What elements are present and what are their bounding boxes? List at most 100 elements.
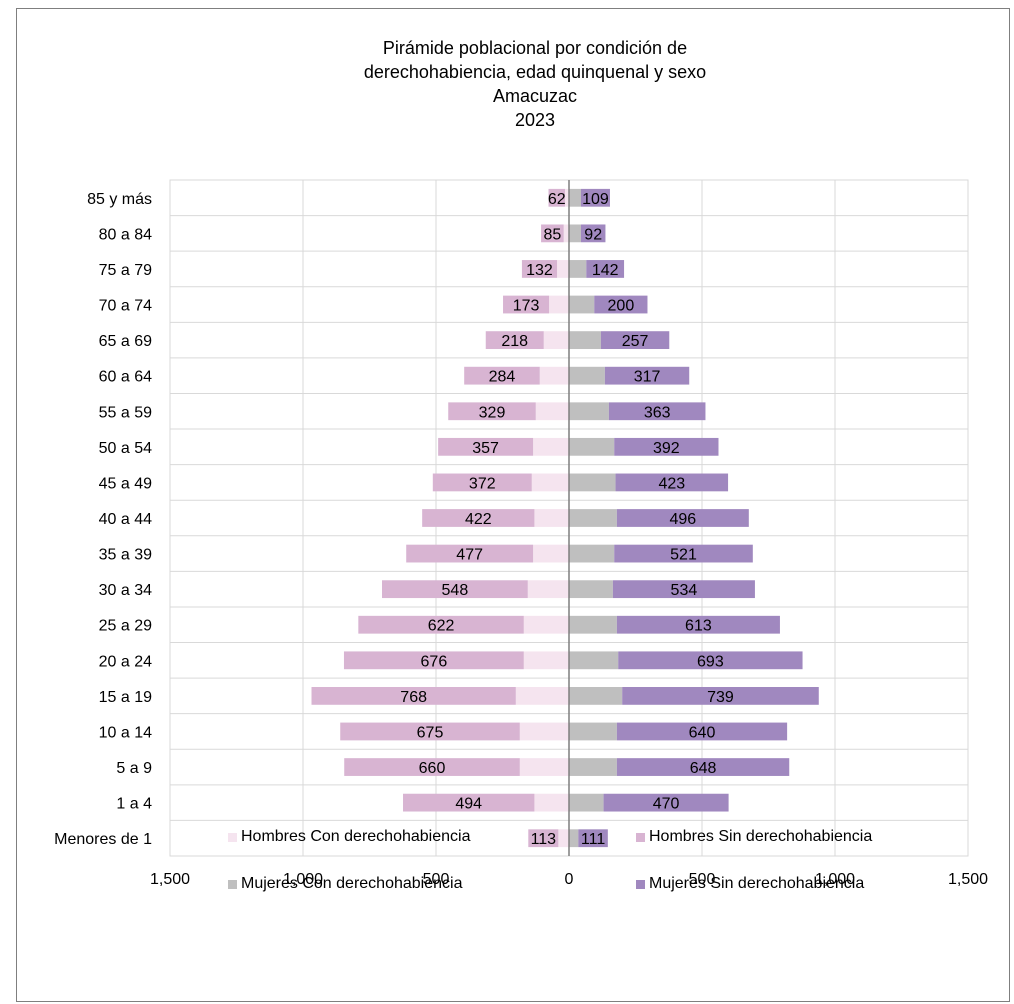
bar-hombres-con: [565, 188, 569, 207]
bar-hombres-con: [531, 473, 569, 492]
data-label-hombres-sin: 284: [489, 369, 516, 386]
y-tick-label: 70 a 74: [99, 298, 152, 315]
bar-mujeres-sin: [614, 437, 719, 456]
legend-label: Mujeres Sin derechohabiencia: [649, 875, 865, 892]
bar-mujeres-sin: [622, 687, 819, 705]
legend-swatch: [636, 832, 645, 842]
legend-swatch: [228, 832, 237, 842]
y-tick-label: 85 y más: [87, 191, 152, 208]
data-label-mujeres-sin: 392: [653, 440, 680, 457]
x-tick-label: 1,500: [948, 871, 988, 888]
bar-mujeres-con: [569, 260, 587, 278]
bar-mujeres-sin: [616, 615, 780, 634]
y-tick-label: 15 a 19: [99, 689, 152, 706]
bar-mujeres-sin: [578, 829, 608, 848]
data-label-mujeres-sin: 142: [592, 262, 619, 279]
data-label-hombres-sin: 218: [501, 333, 528, 350]
x-tick-label: 1,500: [150, 871, 190, 888]
bar-mujeres-sin: [586, 260, 625, 278]
y-tick-label: 50 a 54: [99, 440, 152, 457]
bar-hombres-con: [515, 687, 569, 705]
y-tick-label: 60 a 64: [99, 369, 152, 386]
data-label-mujeres-sin: 521: [670, 547, 697, 564]
x-tick-label: 0: [565, 871, 574, 888]
bar-hombres-con: [549, 295, 569, 314]
data-label-hombres-sin: 422: [465, 511, 492, 528]
bar-hombres-sin: [422, 509, 535, 527]
bar-mujeres-con: [569, 829, 579, 848]
bar-mujeres-con: [569, 758, 617, 776]
bar-hombres-con: [534, 793, 569, 812]
data-label-mujeres-sin: 470: [653, 796, 680, 813]
data-label-mujeres-sin: 693: [697, 653, 724, 670]
data-label-mujeres-sin: 496: [669, 511, 696, 528]
data-label-hombres-sin: 372: [469, 475, 496, 492]
bar-mujeres-con: [569, 366, 605, 385]
bar-hombres-con: [534, 509, 569, 527]
data-label-hombres-sin: 62: [548, 191, 566, 208]
bar-mujeres-con: [569, 615, 617, 634]
x-tick-label: 500: [689, 871, 716, 888]
bar-hombres-con: [519, 758, 569, 776]
bar-hombres-sin: [311, 687, 516, 705]
chart-title-line-3: Amacuzac: [492, 86, 578, 106]
y-tick-label: 45 a 49: [99, 475, 152, 492]
bar-mujeres-con: [569, 580, 613, 599]
bar-mujeres-con: [569, 687, 623, 705]
legend-item-hombres-con: Hombres Con derechohabiencia: [228, 828, 470, 846]
y-tick-label: 25 a 29: [99, 618, 152, 635]
bar-mujeres-sin: [615, 473, 729, 492]
bar-hombres-sin: [528, 829, 559, 848]
bar-hombres-sin: [464, 366, 540, 385]
legend-label: Hombres Sin derechohabiencia: [649, 828, 873, 845]
y-tick-label: 1 a 4: [116, 796, 152, 813]
bar-hombres-con: [539, 366, 569, 385]
bar-hombres-con: [535, 402, 569, 421]
y-tick-label: 5 a 9: [116, 760, 152, 777]
data-label-mujeres-sin: 92: [584, 226, 602, 243]
data-label-mujeres-sin: 648: [690, 760, 717, 777]
chart-frame: [16, 8, 1010, 1002]
y-tick-label: 80 a 84: [99, 226, 152, 243]
y-tick-label: 65 a 69: [99, 333, 152, 350]
bar-mujeres-con: [569, 722, 617, 741]
data-label-mujeres-sin: 423: [658, 475, 685, 492]
bar-mujeres-sin: [608, 402, 706, 421]
data-label-hombres-sin: 676: [421, 653, 448, 670]
y-tick-label: 10 a 14: [99, 724, 152, 741]
bar-hombres-sin: [521, 260, 558, 278]
chart-title: Pirámide poblacional por condición de de…: [0, 36, 1014, 132]
bar-mujeres-sin: [580, 224, 606, 243]
bar-hombres-sin: [344, 758, 520, 776]
data-label-hombres-sin: 660: [419, 760, 446, 777]
bar-hombres-con: [533, 437, 569, 456]
bar-mujeres-sin: [600, 331, 670, 349]
data-label-mujeres-sin: 200: [608, 298, 635, 315]
data-label-mujeres-sin: 739: [707, 689, 734, 706]
data-label-hombres-sin: 548: [442, 582, 469, 599]
legend-item-mujeres-con: Mujeres Con derechohabiencia: [228, 875, 462, 893]
bar-mujeres-sin: [594, 295, 648, 314]
x-tick-label: 500: [423, 871, 450, 888]
legend-item-hombres-sin: Hombres Sin derechohabiencia: [636, 828, 872, 846]
bar-mujeres-con: [569, 188, 581, 207]
data-label-hombres-sin: 622: [428, 618, 455, 635]
bar-mujeres-con: [569, 509, 617, 527]
bar-hombres-sin: [503, 295, 550, 314]
data-label-mujeres-sin: 111: [581, 831, 605, 848]
bar-mujeres-sin: [603, 793, 729, 812]
y-tick-label: 40 a 44: [99, 511, 152, 528]
data-label-hombres-sin: 113: [531, 831, 557, 848]
bar-mujeres-con: [569, 793, 604, 812]
data-label-hombres-sin: 477: [456, 547, 483, 564]
bar-hombres-sin: [448, 402, 536, 421]
bar-mujeres-sin: [604, 366, 690, 385]
y-tick-label: 75 a 79: [99, 262, 152, 279]
bar-mujeres-sin: [580, 188, 610, 207]
bar-mujeres-sin: [616, 758, 790, 776]
bar-hombres-sin: [358, 615, 524, 634]
bar-mujeres-sin: [614, 544, 753, 563]
legend-label: Hombres Con derechohabiencia: [241, 828, 471, 845]
data-label-hombres-sin: 768: [400, 689, 427, 706]
